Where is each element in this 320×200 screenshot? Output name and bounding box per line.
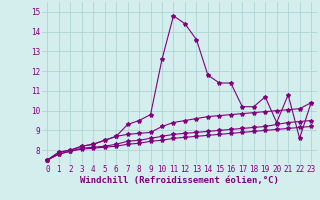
X-axis label: Windchill (Refroidissement éolien,°C): Windchill (Refroidissement éolien,°C) [80, 176, 279, 185]
